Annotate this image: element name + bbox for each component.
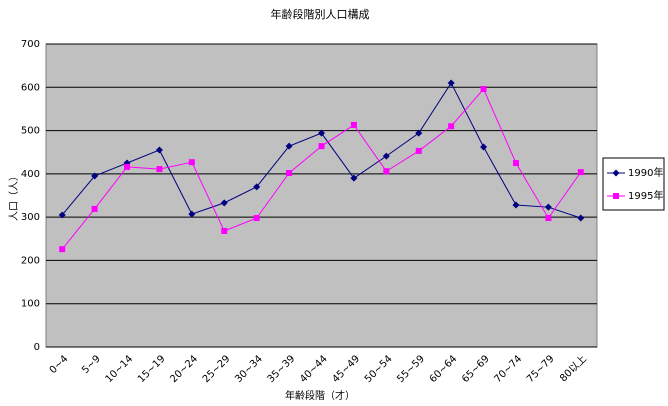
legend-label: 1995年 — [628, 189, 663, 202]
chart-title: 年齢段階別人口構成 — [271, 7, 370, 21]
point — [124, 163, 131, 170]
x-tick-label: 70~74 — [493, 353, 525, 385]
x-tick-label: 25~29 — [201, 353, 233, 385]
x-tick-label: 80以上 — [557, 353, 589, 385]
x-tick-label: 50~54 — [363, 353, 395, 385]
x-tick-label: 45~49 — [330, 353, 362, 385]
x-tick-label: 35~39 — [266, 353, 298, 385]
x-tick-label: 5~9 — [80, 353, 103, 376]
y-axis-label: 人口（人） — [8, 171, 20, 221]
point — [577, 214, 585, 222]
point — [91, 172, 99, 180]
point — [512, 160, 519, 167]
point — [188, 159, 195, 166]
point — [383, 168, 390, 175]
x-tick-label: 15~19 — [136, 353, 168, 385]
x-tick-label: 0~4 — [48, 353, 71, 376]
point — [545, 215, 552, 222]
point — [544, 203, 552, 211]
x-tick-label: 20~24 — [168, 353, 200, 385]
y-tick-label: 0 — [34, 342, 40, 353]
point — [382, 152, 390, 160]
x-tick-label: 10~14 — [104, 353, 136, 385]
plot-area — [45, 43, 598, 348]
point — [155, 146, 163, 154]
point — [447, 79, 455, 87]
point — [253, 183, 261, 191]
y-tick-label: 100 — [21, 299, 40, 310]
x-tick-label: 55~59 — [395, 353, 427, 385]
point — [156, 166, 163, 173]
point — [253, 215, 260, 222]
y-tick-label: 700 — [21, 39, 40, 50]
point — [350, 174, 358, 182]
point — [318, 143, 325, 150]
point — [188, 210, 196, 218]
legend-label: 1990年 — [628, 166, 663, 179]
point — [480, 86, 487, 93]
point — [221, 227, 228, 234]
point — [285, 142, 293, 150]
point — [220, 199, 228, 207]
y-tick-label: 200 — [21, 255, 40, 266]
point — [480, 143, 488, 151]
point — [286, 169, 293, 176]
x-tick-label: 30~34 — [233, 353, 265, 385]
x-tick-label: 65~69 — [460, 353, 492, 385]
y-tick-label: 300 — [21, 212, 40, 223]
x-tick-label: 75~79 — [525, 353, 557, 385]
point — [577, 169, 584, 176]
point — [415, 147, 422, 154]
point — [512, 201, 520, 209]
point — [318, 129, 325, 137]
point — [59, 246, 66, 253]
y-tick-label: 500 — [21, 126, 40, 137]
y-tick-label: 400 — [21, 169, 40, 180]
x-axis-label: 年齢段階（才） — [285, 389, 355, 402]
legend-marker — [613, 193, 619, 199]
x-tick-label: 40~44 — [298, 353, 330, 385]
point — [350, 121, 357, 128]
point — [448, 123, 455, 130]
x-tick-label: 60~64 — [428, 353, 460, 385]
legend — [602, 157, 665, 211]
point — [91, 205, 98, 212]
y-tick-label: 600 — [21, 82, 40, 93]
point — [58, 211, 66, 219]
point — [415, 129, 423, 137]
legend-marker — [612, 169, 620, 177]
